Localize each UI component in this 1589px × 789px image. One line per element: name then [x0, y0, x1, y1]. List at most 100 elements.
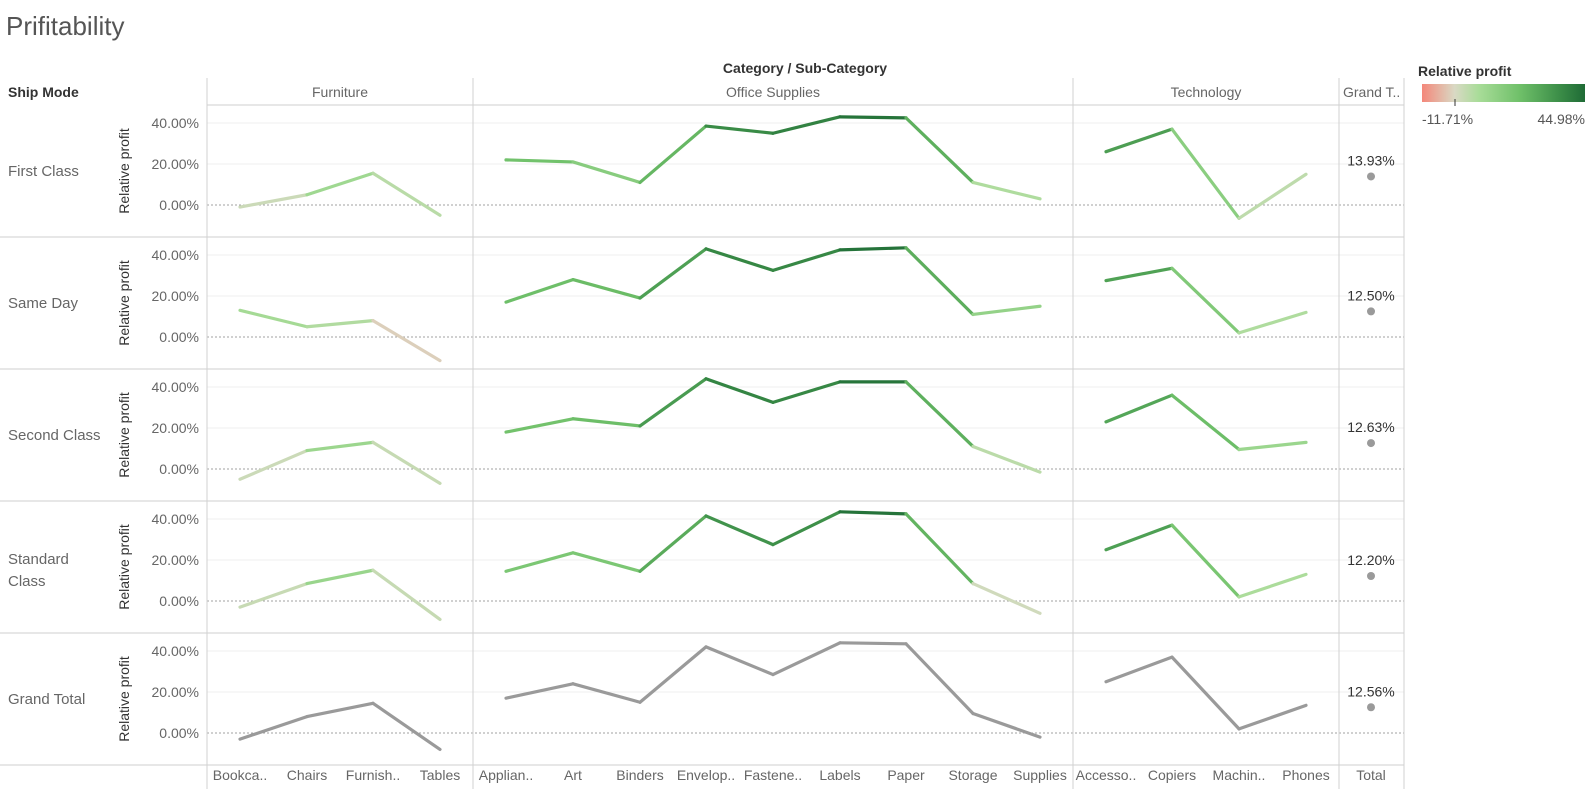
total-value-label: 12.20% — [1347, 552, 1394, 568]
x-tick-label: Phones — [1282, 767, 1329, 783]
grand-total-header: Grand T.. — [1343, 84, 1400, 100]
y-tick-label: 40.00% — [152, 643, 199, 659]
marks-layer — [238, 115, 1375, 752]
y-tick-label: 0.00% — [159, 593, 199, 609]
grid-layer — [0, 78, 1405, 789]
category-header: Office Supplies — [726, 84, 820, 100]
label-layer: Furniture Office Supplies Technology Grand … — [8, 84, 1400, 783]
total-point — [1367, 439, 1375, 448]
line-segment — [1104, 523, 1174, 552]
line-segment — [504, 551, 575, 573]
line-segment — [238, 581, 309, 609]
x-tick-label: Machin.. — [1213, 767, 1266, 783]
total-value-label: 12.50% — [1347, 287, 1394, 303]
line-segment — [771, 510, 842, 547]
line-segment — [971, 180, 1042, 201]
line-segment — [371, 171, 442, 217]
line-segment — [1170, 655, 1241, 731]
line-segment — [305, 440, 375, 453]
line-segment — [638, 377, 708, 428]
y-tick-label: 0.00% — [159, 461, 199, 477]
line-segment — [371, 440, 442, 485]
line-segment — [571, 551, 642, 573]
x-tick-label: Accesso.. — [1076, 767, 1137, 783]
line-segment — [971, 711, 1042, 739]
x-tick-label: Labels — [819, 767, 860, 783]
y-tick-label: 20.00% — [152, 156, 199, 172]
line-segment — [971, 581, 1042, 615]
line-segment — [238, 193, 309, 209]
x-tick-label: Supplies — [1013, 767, 1067, 783]
line-segment — [771, 115, 842, 135]
column-header: Category / Sub-Category — [723, 60, 887, 76]
line-segment — [904, 642, 975, 716]
row-header: Ship Mode — [8, 84, 79, 100]
line-segment — [504, 417, 575, 434]
x-tick-label: Storage — [948, 767, 997, 783]
x-tick-label: Applian.. — [479, 767, 533, 783]
total-value-label: 13.93% — [1347, 152, 1394, 168]
line-segment — [1104, 655, 1174, 684]
line-segment — [838, 510, 908, 516]
x-tick-label: Binders — [616, 767, 663, 783]
x-tick-label: Chairs — [287, 767, 327, 783]
line-segment — [1237, 440, 1308, 452]
x-tick-label: Paper — [887, 767, 925, 783]
line-segment — [638, 514, 708, 573]
y-axis-title: Relative profit — [116, 260, 132, 346]
line-segment — [504, 278, 575, 304]
legend-title: Relative profit — [1418, 63, 1512, 79]
x-tick-label-total: Total — [1356, 767, 1386, 783]
row-label: Second Class — [8, 427, 101, 444]
line-segment — [1170, 266, 1241, 335]
line-segment — [305, 568, 375, 586]
line-segment — [771, 248, 842, 272]
x-tick-label: Tables — [420, 767, 460, 783]
line-segment — [238, 448, 309, 481]
y-axis-title: Relative profit — [116, 656, 132, 742]
line-segment — [1237, 703, 1308, 731]
x-tick-label: Bookca.. — [213, 767, 267, 783]
color-legend: Relative profit -11.71% 44.98% — [1418, 63, 1585, 127]
line-segment — [1104, 127, 1174, 154]
row-label: Standard Class — [8, 551, 69, 590]
line-segment — [904, 246, 975, 317]
y-tick-label: 40.00% — [152, 115, 199, 131]
line-segment — [1170, 127, 1241, 220]
line-segment — [771, 641, 842, 677]
line-segment — [904, 380, 975, 449]
category-header: Furniture — [312, 84, 368, 100]
line-segment — [638, 645, 708, 704]
x-tick-label: Envelop.. — [677, 767, 735, 783]
line-segment — [704, 514, 775, 547]
category-header: Technology — [1171, 84, 1242, 100]
line-segment — [1104, 393, 1174, 424]
legend-min-label: -11.71% — [1422, 111, 1473, 127]
line-segment — [571, 417, 642, 428]
line-segment — [1104, 266, 1174, 283]
y-tick-label: 0.00% — [159, 197, 199, 213]
row-label: Grand Total — [8, 691, 85, 708]
y-tick-label: 20.00% — [152, 684, 199, 700]
line-segment — [504, 682, 575, 700]
line-segment — [838, 641, 908, 646]
line-segment — [704, 645, 775, 677]
line-segment — [238, 308, 309, 329]
y-tick-label: 40.00% — [152, 511, 199, 527]
x-tick-label: Furnish.. — [346, 767, 400, 783]
total-value-label: 12.56% — [1347, 683, 1394, 699]
row-label: Same Day — [8, 295, 79, 312]
line-segment — [305, 319, 375, 329]
x-tick-label: Copiers — [1148, 767, 1196, 783]
line-segment — [305, 701, 375, 719]
line-segment — [638, 247, 708, 300]
line-segment — [638, 124, 708, 185]
line-segment — [704, 124, 775, 135]
line-segment — [904, 512, 975, 586]
line-segment — [504, 158, 575, 164]
total-point — [1367, 172, 1375, 181]
y-axis-title: Relative profit — [116, 392, 132, 478]
legend-gradient-bar — [1422, 84, 1585, 102]
y-axis-title: Relative profit — [116, 128, 132, 214]
